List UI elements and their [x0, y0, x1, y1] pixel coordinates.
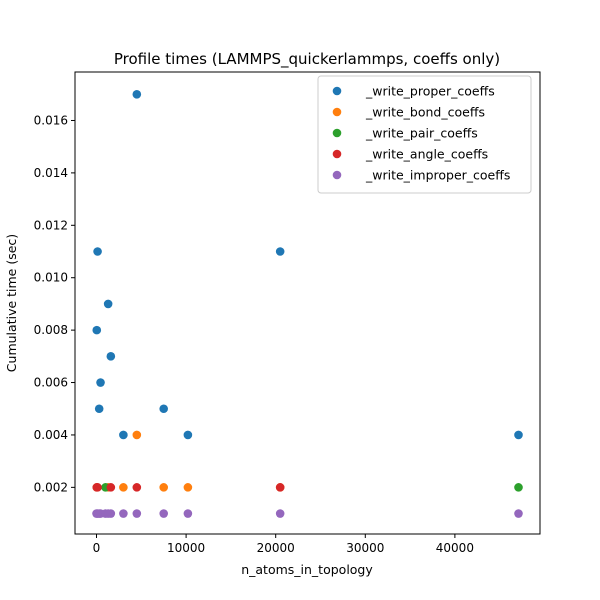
- data-point: [159, 483, 168, 492]
- legend-box: [317, 75, 532, 194]
- data-point: [103, 299, 113, 309]
- legend-marker: [332, 107, 342, 117]
- data-point: [275, 483, 285, 492]
- legend-marker: [332, 86, 342, 96]
- data-point: [183, 509, 193, 518]
- data-point: [119, 483, 128, 492]
- data-point: [119, 430, 128, 440]
- x-axis-label: n_atoms_in_topology: [241, 562, 373, 577]
- legend-marker: [332, 170, 342, 180]
- data-point: [159, 404, 168, 414]
- data-point: [119, 509, 128, 518]
- y-tick-label: 0.012: [34, 218, 68, 232]
- y-tick-label: 0.014: [34, 166, 68, 180]
- plot-frame: [74, 71, 541, 535]
- x-tick-label: 10000: [167, 541, 205, 555]
- legend-marker: [332, 128, 342, 138]
- x-tick-label: 0: [93, 541, 101, 555]
- data-point: [94, 404, 104, 414]
- data-point: [92, 325, 102, 335]
- legend: _write_proper_coeffs _write_bond_coeffs _w…: [317, 75, 532, 194]
- data-point: [132, 89, 142, 99]
- legend-label: _write_angle_coeffs: [365, 147, 488, 162]
- y-tick-label: 0.008: [34, 323, 68, 337]
- y-tick-label: 0.004: [34, 428, 68, 442]
- series-write-angle-coeffs: [92, 483, 285, 492]
- data-point: [106, 509, 116, 518]
- series-write-proper-coeffs: [92, 89, 523, 440]
- data-point: [514, 430, 523, 440]
- data-point: [96, 378, 105, 387]
- data-point: [514, 483, 523, 492]
- data-point: [106, 483, 116, 492]
- y-tick-label: 0.006: [34, 376, 68, 390]
- x-tick-label: 20000: [257, 541, 295, 555]
- data-point: [183, 483, 193, 492]
- series-write-improper-coeffs: [92, 509, 523, 518]
- data-point: [93, 247, 102, 256]
- x-tick-label: 40000: [436, 541, 474, 555]
- points-layer: [92, 89, 523, 518]
- y-tick-label: 0.016: [34, 113, 68, 127]
- chart-title: Profile times (LAMMPS_quickerlammps, coe…: [114, 50, 500, 69]
- y-axis-label: Cumulative time (sec): [4, 234, 19, 372]
- legend-marker: [332, 149, 342, 159]
- axes-layer: 0 10000 20000 30000 40000 0.002 0.004 0.006 0.00…: [34, 113, 474, 555]
- legend-label: _write_pair_coeffs: [365, 126, 478, 141]
- legend-label: _write_improper_coeffs: [365, 168, 510, 183]
- data-point: [159, 509, 168, 518]
- x-tick-label: 30000: [346, 541, 384, 555]
- data-point: [275, 509, 285, 518]
- y-tick-label: 0.010: [34, 271, 68, 285]
- data-point: [93, 483, 102, 492]
- data-point: [514, 509, 523, 518]
- data-point: [132, 430, 142, 440]
- data-point: [106, 352, 116, 361]
- legend-label: _write_bond_coeffs: [365, 105, 485, 120]
- data-point: [132, 509, 142, 518]
- data-point: [183, 430, 193, 440]
- data-point: [132, 483, 142, 492]
- y-tick-label: 0.002: [34, 480, 68, 494]
- legend-label: _write_proper_coeffs: [365, 84, 495, 99]
- data-point: [275, 247, 285, 256]
